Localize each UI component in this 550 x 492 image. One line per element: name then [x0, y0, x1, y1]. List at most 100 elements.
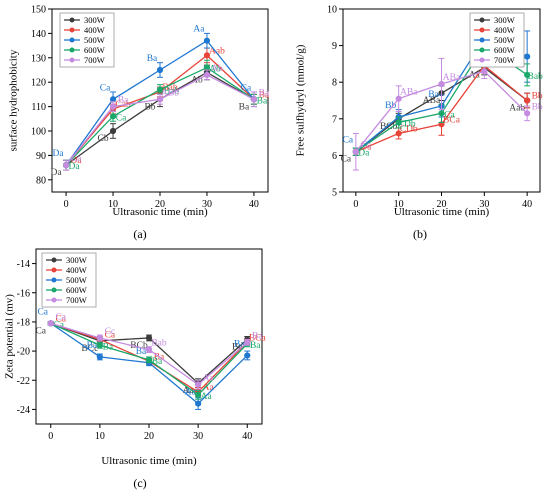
data-label: Cb	[97, 134, 108, 144]
data-label: Bb	[144, 102, 155, 112]
data-point	[145, 334, 153, 342]
y-tick-label: -24	[17, 405, 30, 416]
legend-label: 700W	[66, 295, 87, 305]
legend-swatch-marker	[479, 37, 485, 43]
chart-panel-1: 80 90 100 110 120 130 140 150 0 10 20 30 40 Ultrasoni…	[8, 5, 270, 242]
data-label: Ca	[71, 154, 82, 164]
data-label: Ca	[35, 326, 46, 336]
data-point	[524, 110, 531, 117]
legend-label: 400W	[494, 25, 515, 35]
legend-swatch-marker	[51, 257, 57, 263]
data-label: BCa	[249, 333, 267, 343]
chart-panel-2: 5 6 7 8 9 10 0 10 20 30 40 Ultrasonic time (min) Fre…	[295, 5, 544, 242]
data-label: BCb	[130, 341, 148, 351]
x-tick-label: 40	[242, 431, 252, 442]
x-tick-label: 10	[95, 431, 105, 442]
data-label: Ca	[341, 155, 352, 165]
data-label: Da	[71, 156, 83, 166]
data-label: ABa	[443, 73, 461, 83]
chart-panel-3: -24 -22 -20 -18 -16 -14 0 10 20 30 40 Ultrasonic ti…	[4, 248, 267, 490]
data-label: Bb	[385, 101, 396, 111]
data-label: Ba	[103, 342, 114, 352]
data-label: Da	[358, 149, 370, 159]
legend-label: 300W	[66, 255, 87, 265]
legend-swatch-marker	[51, 297, 57, 303]
data-label: Aa	[203, 374, 215, 384]
x-axis-label: Ultrasonic time (min)	[394, 206, 490, 218]
x-tick-label: 20	[144, 431, 154, 442]
data-point	[195, 400, 202, 407]
x-tick-label: 30	[479, 199, 489, 210]
data-label: Ca	[343, 136, 354, 146]
data-label: Ca	[105, 330, 116, 340]
series-line	[50, 322, 248, 386]
y-tick-label: 8	[332, 78, 337, 89]
legend-label: 600W	[84, 45, 105, 55]
data-label: Ba	[136, 347, 147, 357]
x-tick-label: 0	[64, 199, 69, 210]
data-point	[524, 97, 531, 104]
x-tick-label: 10	[108, 199, 118, 210]
data-point	[395, 130, 402, 137]
data-point	[109, 96, 117, 103]
data-point	[109, 113, 117, 120]
data-point	[395, 95, 402, 102]
y-tick-label: 130	[31, 53, 46, 64]
data-point	[109, 103, 117, 110]
y-tick-label: 7	[332, 114, 337, 125]
data-point	[62, 162, 70, 169]
y-tick-label: 120	[31, 78, 46, 89]
data-point	[156, 66, 164, 74]
legend-swatch-marker	[51, 267, 57, 273]
x-tick-label: 0	[353, 199, 358, 210]
x-tick-label: 10	[394, 199, 404, 210]
y-tick-label: 150	[31, 5, 46, 16]
series-700W: Ca Ba ABb Ab Ba	[62, 64, 270, 171]
data-label: Ca	[116, 113, 127, 123]
data-label: Ba	[259, 90, 270, 100]
data-label: Ca	[37, 307, 48, 317]
legend-box	[469, 12, 525, 68]
data-label: Aa	[183, 386, 195, 396]
data-label: Ba	[147, 54, 158, 64]
y-tick-label: 100	[31, 127, 46, 138]
data-label: Ab	[209, 65, 221, 75]
data-label: ABa	[423, 96, 441, 106]
y-tick-label: -16	[17, 288, 30, 299]
data-label: Ba	[234, 339, 245, 349]
data-label: Ca	[55, 314, 66, 324]
data-label: Da	[69, 162, 81, 172]
legend-swatch-marker	[479, 47, 485, 53]
data-label: BCa	[443, 115, 461, 125]
data-label: CDb	[398, 119, 416, 129]
data-point	[438, 110, 445, 117]
data-label: Aab	[509, 104, 525, 114]
data-point	[352, 148, 359, 155]
y-tick-label: 9	[332, 41, 337, 52]
data-label: Cc	[105, 327, 116, 337]
data-label: Aa	[185, 388, 197, 398]
y-tick-label: 6	[332, 151, 337, 162]
y-tick-label: -22	[17, 376, 30, 387]
panel-label: (a)	[133, 227, 146, 241]
y-tick-label: 110	[31, 102, 46, 113]
data-label: Ca	[241, 83, 252, 93]
legend-label: 500W	[66, 275, 87, 285]
data-label: Ba	[239, 102, 250, 112]
y-tick-label: -18	[17, 317, 30, 328]
legend-label: 500W	[84, 35, 105, 45]
data-label: Da	[53, 149, 65, 159]
data-label: Aa	[193, 25, 205, 35]
series-line	[65, 66, 255, 166]
legend-label: 700W	[494, 55, 515, 65]
x-tick-label: 0	[48, 431, 53, 442]
data-label: Ba	[428, 90, 439, 100]
data-point	[524, 71, 531, 78]
data-point	[524, 53, 531, 60]
y-tick-label: 80	[36, 175, 46, 186]
legend-label: 700W	[84, 55, 105, 65]
legend-swatch-marker	[51, 277, 57, 283]
